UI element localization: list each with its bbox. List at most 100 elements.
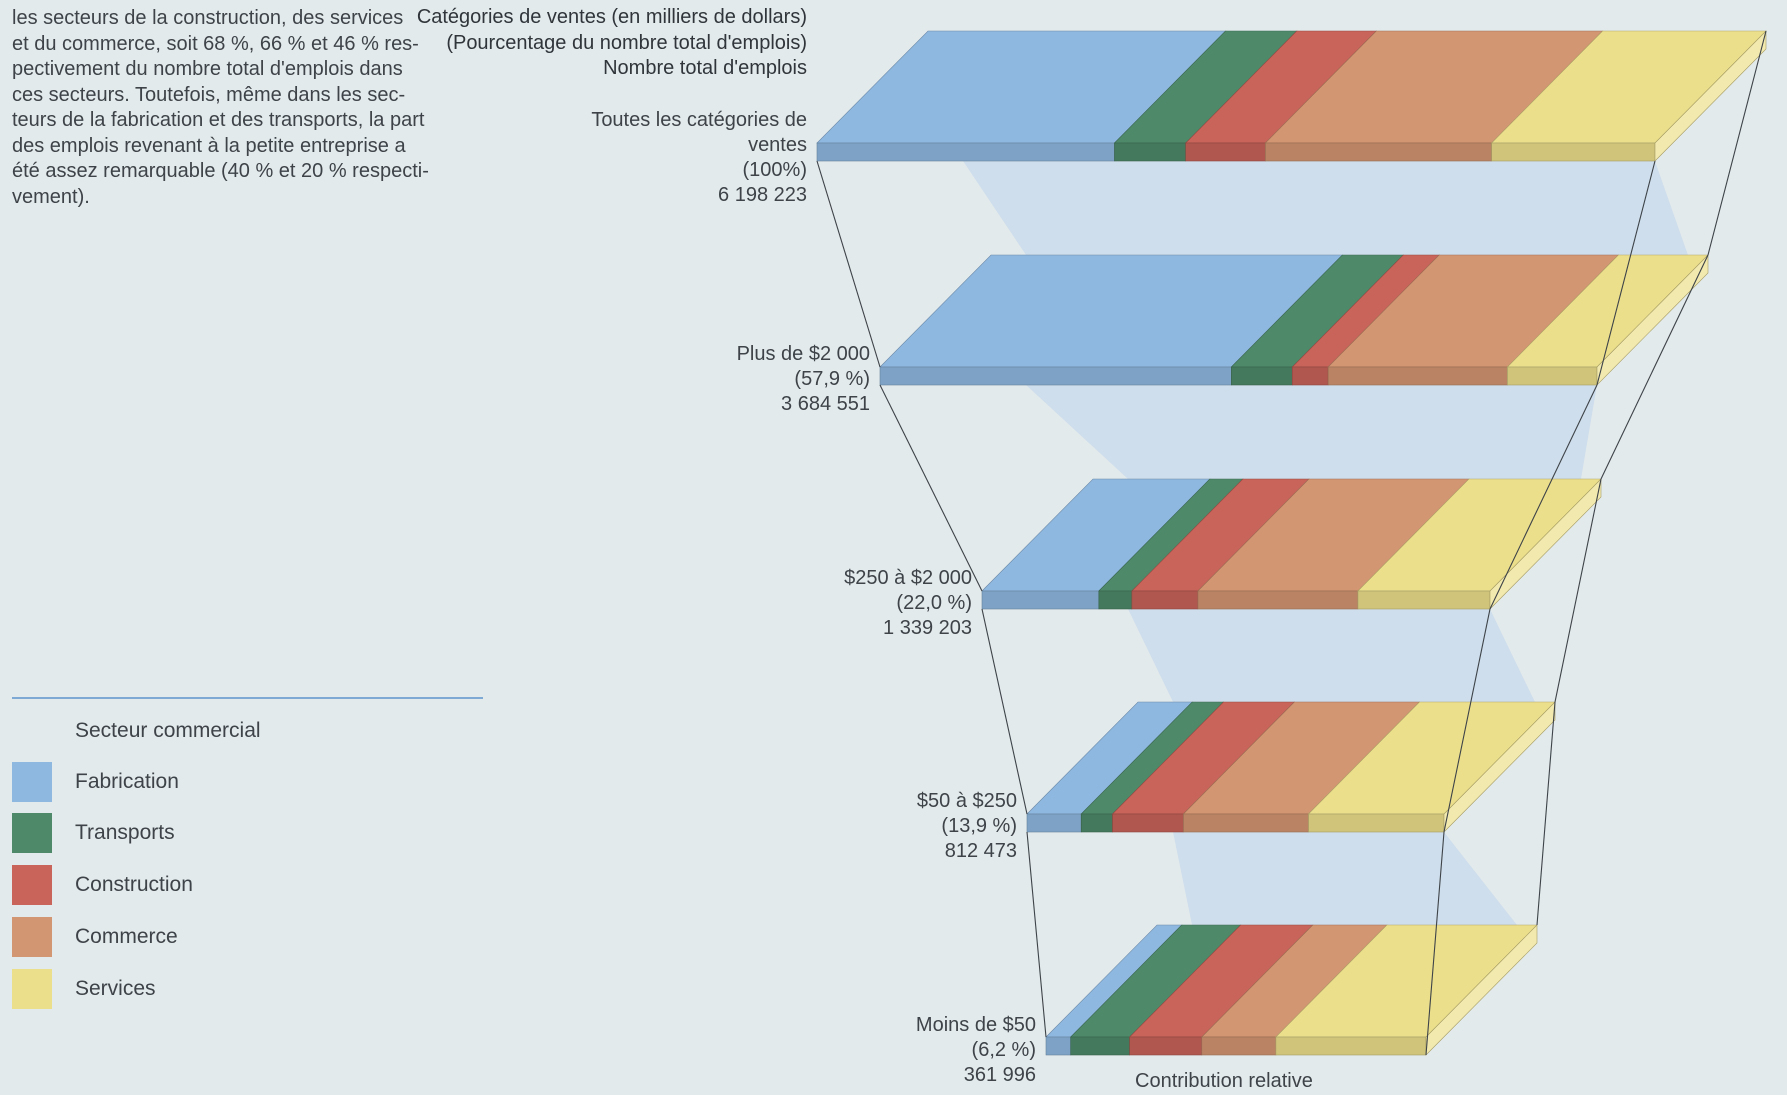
bar-front-services bbox=[1275, 1036, 1427, 1056]
intro-line: les secteurs de la construction, des ser… bbox=[12, 7, 404, 29]
bar-front-fabrication bbox=[816, 142, 1115, 162]
funnel-outline-left bbox=[1026, 831, 1047, 1038]
funnel-outline-right bbox=[1707, 30, 1767, 256]
legend-item-commerce: Commerce bbox=[12, 917, 312, 957]
bar-front-services bbox=[1357, 590, 1491, 610]
funnel-wedges bbox=[963, 161, 1688, 925]
funnel-outline-front bbox=[1489, 384, 1598, 610]
funnel-outline-left bbox=[981, 608, 1028, 815]
legend-label: Commerce bbox=[75, 925, 178, 948]
tier-label-line: 3 684 551 bbox=[781, 393, 870, 415]
tier-label: Plus de $2 000 (57,9 %) 3 684 551 bbox=[737, 342, 870, 417]
intro-line: ces secteurs. Toutefois, même dans les s… bbox=[12, 83, 406, 106]
funnel-outline-front bbox=[1425, 831, 1445, 1056]
tier-bar-2 bbox=[981, 478, 1602, 610]
legend-item-transports: Transports bbox=[12, 813, 312, 853]
tier-label-line: 1 339 203 bbox=[883, 617, 972, 639]
chart-header-title: Catégories de ventes (en milliers de dol… bbox=[416, 6, 807, 28]
funnel-wedge bbox=[1128, 609, 1535, 702]
tier-label-line: Plus de $2 000 bbox=[736, 343, 870, 365]
bar-front-construction bbox=[1112, 813, 1184, 833]
legend-label: Fabrication bbox=[75, 770, 179, 793]
legend-swatch bbox=[12, 762, 52, 802]
funnel-outline-right bbox=[1600, 254, 1709, 480]
funnel-wedge bbox=[963, 161, 1688, 255]
bar-front-transports bbox=[1070, 1036, 1130, 1056]
tier-label: $50 à $250 (13,9 %) 812 473 bbox=[917, 789, 1017, 864]
bar-front-services bbox=[1507, 366, 1598, 386]
bar-front-transports bbox=[1231, 366, 1293, 386]
chart-header-employment: Nombre total d'emplois bbox=[603, 57, 807, 79]
bar-front-services bbox=[1491, 142, 1656, 162]
bar-front-construction bbox=[1291, 366, 1329, 386]
bar-front-commerce bbox=[1201, 1036, 1277, 1056]
legend-label: Construction bbox=[75, 873, 193, 896]
legend-divider bbox=[12, 697, 483, 699]
legend-item-construction: Construction bbox=[12, 865, 312, 905]
bar-front-fabrication bbox=[879, 366, 1232, 386]
funnel-outline-left bbox=[879, 384, 983, 592]
legend-swatch bbox=[12, 917, 52, 957]
bar-front-fabrication bbox=[1045, 1036, 1072, 1056]
intro-line: pectivement du nombre total d'emplois da… bbox=[12, 58, 403, 80]
intro-paragraph: les secteurs de la construction, des ser… bbox=[12, 6, 499, 210]
tier-label-line: (57,9 %) bbox=[794, 368, 870, 390]
tier-bar-1 bbox=[879, 254, 1709, 386]
funnel-outline-front bbox=[1443, 608, 1491, 833]
legend-label: Transports bbox=[75, 821, 175, 844]
funnel-bars bbox=[816, 30, 1767, 1056]
intro-line: teurs de la fabrication et des transport… bbox=[12, 109, 425, 131]
bar-side bbox=[1489, 478, 1602, 610]
bar-front-commerce bbox=[1265, 142, 1492, 162]
tier-label-line: 361 996 bbox=[963, 1064, 1036, 1086]
tier-bar-4 bbox=[1045, 924, 1538, 1056]
intro-line: vement). bbox=[12, 185, 90, 208]
tier-bar-0 bbox=[816, 30, 1767, 162]
bar-front-services bbox=[1308, 813, 1445, 833]
funnel-wedge bbox=[1173, 832, 1517, 925]
bar-front-commerce bbox=[1197, 590, 1359, 610]
tier-label-line: (13,9 %) bbox=[941, 815, 1017, 837]
bar-front-construction bbox=[1129, 1036, 1203, 1056]
legend-label: Services bbox=[75, 977, 156, 1000]
bar-front-construction bbox=[1185, 142, 1266, 162]
legend-swatch bbox=[12, 865, 52, 905]
bar-side bbox=[1443, 701, 1556, 833]
bar-front-transports bbox=[1080, 813, 1113, 833]
bar-side bbox=[1596, 254, 1709, 386]
tier-label-line: (100%) bbox=[742, 159, 807, 181]
chart-header-subtitle: (Pourcentage du nombre total d'emplois) bbox=[446, 32, 807, 54]
bar-front-fabrication bbox=[1026, 813, 1082, 833]
funnel-outline-left bbox=[816, 160, 881, 368]
tier-label: $250 à $2 000 (22,0 %) 1 339 203 bbox=[844, 566, 972, 641]
tier-bar-3 bbox=[1026, 701, 1556, 833]
bar-front-commerce bbox=[1327, 366, 1508, 386]
funnel-outline bbox=[816, 30, 1767, 1056]
tier-label-line: 6 198 223 bbox=[718, 184, 807, 206]
chart-footer-label: Contribution relative bbox=[1135, 1070, 1313, 1092]
bar-front-commerce bbox=[1183, 813, 1309, 833]
tier-label: Toutes les catégories de ventes (100%) 6 19… bbox=[591, 108, 807, 208]
legend-item-fabrication: Fabrication bbox=[12, 762, 312, 802]
bar-front-construction bbox=[1131, 590, 1199, 610]
bar-front-transports bbox=[1098, 590, 1133, 610]
tier-label-line: (6,2 %) bbox=[971, 1039, 1036, 1061]
funnel-outline-right bbox=[1554, 478, 1602, 703]
tier-label-line: 812 473 bbox=[944, 840, 1017, 862]
funnel-wedge bbox=[1026, 385, 1597, 479]
legend-swatch bbox=[12, 813, 52, 853]
legend-item-services: Services bbox=[12, 969, 312, 1009]
tier-label-line: Moins de $50 bbox=[915, 1014, 1036, 1036]
legend-swatch bbox=[12, 969, 52, 1009]
bar-front-transports bbox=[1114, 142, 1187, 162]
intro-line: et du commerce, soit 68 %, 66 % et 46 % … bbox=[12, 32, 419, 55]
tier-label-line: $50 à $250 bbox=[916, 790, 1017, 812]
funnel-outline-front bbox=[1596, 160, 1656, 386]
tier-label-line: Toutes les catégories de bbox=[591, 109, 807, 131]
legend-title: Secteur commercial bbox=[75, 719, 261, 742]
intro-line: été assez remarquable (40 % et 20 % resp… bbox=[12, 160, 429, 182]
tier-label-line: (22,0 %) bbox=[896, 592, 972, 614]
bar-side bbox=[1654, 30, 1767, 162]
